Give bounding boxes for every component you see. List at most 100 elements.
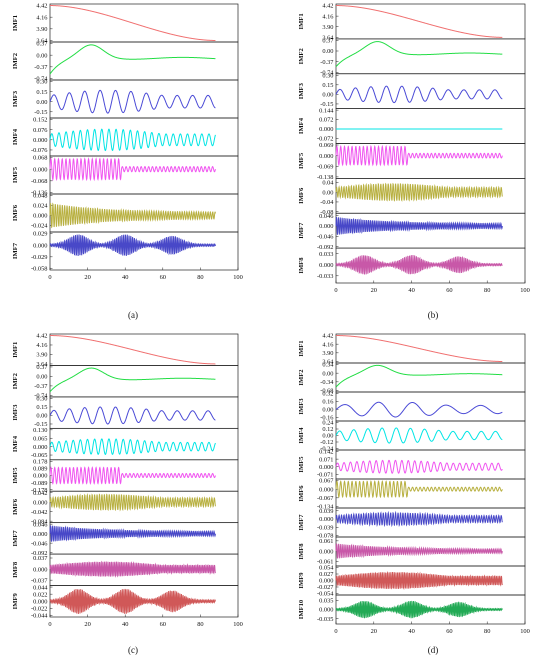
panel-imf7: 0.046 0.000 -0.046 -0.092 IMF7 <box>12 521 239 557</box>
y-tick-label: 0.000 <box>33 242 47 249</box>
y-tick-label: -0.046 <box>317 233 334 240</box>
y-tick-label: 0.152 <box>33 117 47 124</box>
imf-series-line <box>49 89 216 114</box>
y-tick-label: 0.035 <box>319 598 333 605</box>
panel-imf8: 0.033 0.000 -0.033 IMF8 <box>298 247 526 284</box>
imf-label: IMF2 <box>12 52 19 69</box>
imf-series-line <box>335 182 503 202</box>
panel-frame <box>49 79 239 119</box>
y-tick-label: 0.067 <box>319 478 334 485</box>
y-tick-label: 0.00 <box>322 92 333 99</box>
panel-imf4: 0.240.120.00-0.12-0.24 IMF4 <box>298 420 526 453</box>
y-tick-label: -0.37 <box>34 383 48 390</box>
y-tick-label: -0.058 <box>31 266 48 273</box>
y-tick-label: -0.092 <box>317 244 334 251</box>
y-tick-label: -0.092 <box>31 550 48 557</box>
y-tick-label: 0.00 <box>322 407 333 414</box>
imf-label: IMF8 <box>12 561 19 578</box>
x-tick-label: 0 <box>48 274 51 281</box>
y-tick-label: 0.37 <box>36 41 48 48</box>
y-tick-label: 4.42 <box>322 333 333 340</box>
y-tick-label: 0.000 <box>319 578 333 585</box>
x-tick-label: 60 <box>446 287 452 294</box>
panel-imf6: 0.04 0.00 -0.04 -0.08 IMF6 <box>298 178 526 216</box>
y-tick-label: -0.37 <box>34 64 48 71</box>
imf-series-line <box>335 401 503 418</box>
y-tick-label: 0.00 <box>36 99 47 106</box>
y-tick-label: 0.00 <box>322 48 333 55</box>
imf-series-line <box>335 510 503 528</box>
y-tick-label: -0.138 <box>317 174 334 181</box>
y-tick-label: 0.029 <box>33 231 47 238</box>
x-tick-label: 40 <box>122 621 128 628</box>
panel-imf5: 0.069 0.000 -0.069 -0.138 IMF5 <box>298 142 526 181</box>
panel-imf4: 0.152 0.076 0.000 -0.076 IMF4 <box>12 117 239 157</box>
y-tick-label: -0.08 <box>320 209 333 216</box>
y-tick-label: 3.90 <box>36 26 47 33</box>
x-tick-label: 80 <box>484 287 490 294</box>
y-tick-label: -0.046 <box>31 540 48 547</box>
imf-label: IMF4 <box>12 128 19 145</box>
y-tick-label: 4.42 <box>36 3 47 10</box>
x-tick-label: 20 <box>84 274 90 281</box>
imf-label: IMF4 <box>12 435 19 452</box>
y-tick-label: -0.089 <box>31 480 48 487</box>
panel-imf7: 0.029 0.000 -0.029 -0.058 IMF7 <box>12 231 239 273</box>
imf-series-line <box>49 588 216 614</box>
y-tick-label: 0.00 <box>322 433 333 440</box>
panel-imf6: 0.042 0.000 -0.042 -0.084 IMF6 <box>12 490 239 525</box>
figure-c: 4.42 4.16 3.90 3.64 IMF1 0.37 0.00 -0.37 -0.74 IM… <box>12 333 243 655</box>
figure-d: 4.424.163.903.64IMF10.340.00-0.34-0.68IM… <box>298 333 530 655</box>
y-tick-label: 3.90 <box>322 350 333 357</box>
y-tick-label: 0.039 <box>319 508 333 515</box>
imf-label: IMF9 <box>12 593 19 610</box>
y-tick-label: 3.90 <box>322 24 333 31</box>
imf-label: IMF3 <box>298 82 305 99</box>
imf-series-line <box>335 427 503 444</box>
y-tick-label: 0.000 <box>33 166 47 173</box>
y-tick-label: 0.37 <box>36 364 48 371</box>
imf-label: IMF1 <box>12 342 19 358</box>
y-tick-label: 4.16 <box>322 341 333 348</box>
imf-label: IMF3 <box>12 404 19 421</box>
panel-frame <box>335 391 526 422</box>
y-tick-label: 0.000 <box>33 473 47 480</box>
x-tick-label: 40 <box>408 628 414 635</box>
y-tick-label: 0.00 <box>322 370 333 377</box>
imf-series-line <box>49 367 216 393</box>
y-tick-label: 0.00 <box>36 374 47 381</box>
y-tick-label: 0.037 <box>33 555 48 562</box>
y-tick-label: 4.16 <box>36 342 47 349</box>
y-tick-label: 0.027 <box>319 571 334 578</box>
y-tick-label: 0.071 <box>319 456 333 463</box>
panel-frame <box>49 333 239 366</box>
y-tick-label: 0.000 <box>319 223 333 230</box>
y-tick-label: 0.178 <box>33 458 47 465</box>
panel-imf4: 0.144 0.072 0.000 -0.072 IMF4 <box>298 107 526 144</box>
imf-series-line <box>336 335 503 362</box>
imf-series-line <box>49 128 216 152</box>
y-tick-label: 4.42 <box>36 333 47 340</box>
imf-label: IMF9 <box>298 572 305 589</box>
imf-series-line <box>335 543 503 559</box>
x-tick-label: 60 <box>160 274 166 281</box>
imf-series-line <box>49 492 216 512</box>
imf-label: IMF8 <box>298 257 305 274</box>
x-tick-label: 0 <box>48 621 51 628</box>
x-tick-label: 60 <box>446 628 452 635</box>
y-tick-label: -0.065 <box>31 452 48 459</box>
imf-series-line <box>335 480 503 499</box>
x-tick-label: 80 <box>484 628 490 635</box>
y-tick-label: 0.16 <box>322 399 333 406</box>
panel-frame <box>335 3 526 40</box>
y-tick-label: 3.64 <box>322 359 334 366</box>
x-tick-label: 60 <box>160 621 166 628</box>
y-tick-label: 0.00 <box>36 413 47 420</box>
y-tick-label: -0.071 <box>317 472 334 479</box>
y-tick-label: 0.042 <box>33 490 47 497</box>
y-tick-label: 0.24 <box>322 420 334 427</box>
